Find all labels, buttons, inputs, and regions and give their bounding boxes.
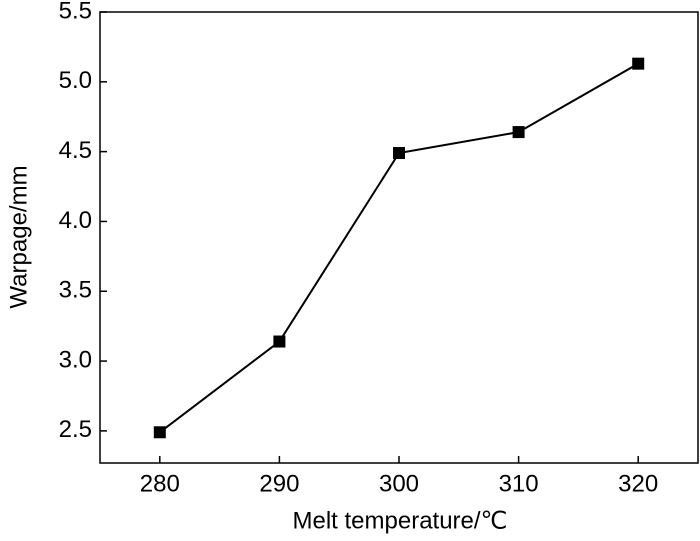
x-tick-label: 310 [499, 470, 539, 497]
y-tick-label: 3.5 [59, 277, 92, 304]
marker [153, 426, 166, 439]
marker [273, 335, 286, 348]
y-tick-label: 3.0 [59, 346, 92, 373]
y-tick-label: 4.0 [59, 207, 92, 234]
x-tick-label: 290 [259, 470, 299, 497]
marker [393, 147, 405, 160]
line [159, 62, 639, 434]
x-tick-label: 280 [140, 470, 180, 497]
y-tick-label: 2.5 [59, 416, 92, 443]
x-axis-label: Melt temperature/℃ [292, 507, 507, 534]
marker [512, 126, 525, 139]
x-tick-label: 300 [379, 470, 419, 497]
x-tick-label: 320 [618, 470, 658, 497]
y-axis-label: Warpage/mm [5, 165, 32, 308]
y-tick-label: 4.5 [59, 137, 92, 164]
marker [632, 57, 645, 70]
y-tick-label: 5.0 [59, 67, 92, 94]
y-tick-label: 5.5 [59, 0, 92, 24]
